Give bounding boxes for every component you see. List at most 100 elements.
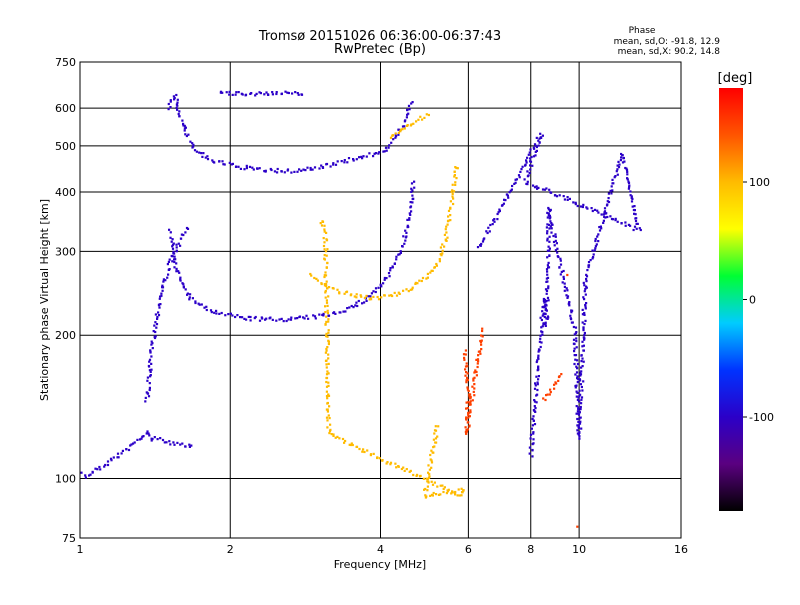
data-point [581,308,584,311]
data-point [581,340,584,343]
data-point [537,139,540,142]
data-point [410,190,413,193]
data-point [323,224,326,227]
data-point [96,468,99,471]
data-point [633,212,636,215]
data-point [175,246,178,249]
data-point [408,218,411,221]
data-point [327,318,330,321]
data-point [541,310,544,313]
data-point [576,381,579,384]
data-point [161,289,164,292]
data-point [368,152,371,155]
data-point [328,405,331,408]
data-point [237,91,240,94]
data-point [447,488,450,491]
data-point [574,354,578,357]
data-point [430,493,434,496]
data-point [361,302,364,305]
data-point [599,225,602,228]
data-point [173,266,176,269]
data-point [629,194,632,197]
data-point [474,369,477,372]
data-point [227,313,230,316]
data-point [152,330,155,333]
data-point [467,401,470,404]
data-point [450,190,453,193]
data-point [625,168,629,172]
data-point [496,218,499,221]
data-point [546,393,549,396]
data-point [535,375,538,378]
y-tick-label: 500 [55,140,76,153]
data-point [326,335,329,338]
data-point [558,266,561,269]
data-point [144,396,147,399]
data-point [579,205,583,208]
data-point [324,271,327,274]
data-point [617,160,620,163]
data-point [323,248,326,251]
data-point [147,395,151,398]
data-point [248,165,252,168]
data-point [405,231,408,234]
data-point [259,92,262,95]
data-point [355,293,358,296]
data-point [327,393,330,396]
data-point [542,322,545,325]
data-point [631,205,634,208]
data-point [545,300,548,303]
data-point [389,267,392,270]
data-point [480,348,483,351]
data-point [544,298,547,301]
data-point [614,217,617,220]
data-point [104,463,107,467]
data-point [558,194,561,197]
data-point [554,239,557,242]
data-point [215,312,218,315]
data-point [158,306,161,309]
data-point [626,177,629,180]
data-point [547,266,550,269]
data-point [538,340,541,343]
data-point [309,166,312,170]
data-point [479,339,482,343]
data-point [316,279,319,282]
data-point [223,163,226,166]
data-point [576,367,579,370]
data-point [405,288,408,291]
data-point [166,276,169,279]
data-point [476,362,479,365]
data-point [521,165,524,168]
data-point [619,159,622,162]
data-point [383,276,386,280]
data-point [441,249,444,252]
data-point [441,252,444,255]
data-point [429,453,432,457]
data-point [324,323,327,326]
data-point [382,282,385,285]
data-point [410,123,413,126]
data-point [365,299,368,302]
data-point [229,312,232,315]
data-point [326,402,329,405]
data-point [275,92,278,96]
data-point [285,319,288,323]
data-point [536,187,539,190]
data-point [563,198,566,201]
data-point [325,376,328,380]
data-point [480,334,483,337]
data-point [399,250,402,253]
data-point [446,489,449,492]
x-axis-ticks: 1 2 4 6 8 10 16 [77,543,689,556]
data-point [554,381,557,384]
data-point [324,274,328,277]
data-point [438,258,441,261]
data-point [326,248,329,251]
data-point [298,315,302,318]
data-point [399,128,402,131]
data-point [574,201,577,204]
data-point [454,181,457,184]
data-point [182,283,185,286]
data-point [399,251,402,254]
